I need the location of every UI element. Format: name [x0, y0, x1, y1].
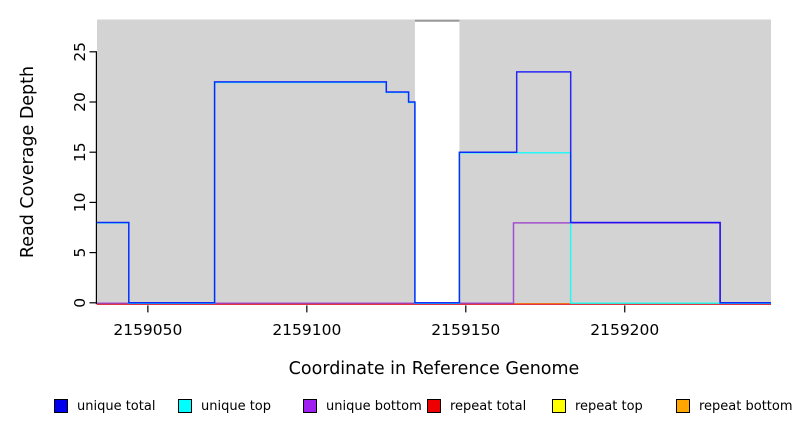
y-axis-tick-label: 25: [71, 42, 89, 62]
x-axis-title: Coordinate in Reference Genome: [288, 359, 580, 379]
legend-label-repeat-top: repeat top: [575, 398, 643, 414]
legend-swatch-repeat-top: [552, 399, 566, 413]
x-axis-tick-label: 2159150: [431, 321, 500, 339]
y-axis-tick-label: 0: [71, 298, 89, 308]
y-axis-tick-label: 5: [71, 248, 89, 258]
coverage-plot-svg: 0 5 10 15 20 25 2159050 2159100 2159150 2159200: [71, 19, 771, 339]
legend-label-unique-total: unique total: [77, 398, 156, 414]
series-unique_total: [97, 71, 771, 304]
legend-label-unique-bottom: unique bottom: [326, 398, 422, 414]
legend-item-unique-total: unique total: [54, 394, 155, 418]
legend-swatch-unique-top: [178, 399, 192, 413]
legend-item-repeat-top: repeat top: [552, 394, 643, 418]
legend-label-repeat-total: repeat total: [450, 398, 527, 414]
legend-item-unique-bottom: unique bottom: [303, 394, 422, 418]
x-axis-tick-label: 2159050: [113, 321, 182, 339]
masked-region: [414, 19, 460, 304]
y-axis-title: Read Coverage Depth: [18, 65, 38, 259]
legend-item-unique-top: unique top: [178, 394, 271, 418]
legend-swatch-unique-bottom: [303, 399, 317, 413]
y-axis-tick-label: 15: [71, 142, 89, 162]
y-axis-tick-label: 10: [71, 193, 89, 213]
y-axis-tick-label: 20: [71, 92, 89, 112]
legend: unique total unique top unique bottom repea…: [0, 394, 792, 420]
legend-swatch-repeat-bottom: [676, 399, 690, 413]
legend-label-repeat-bottom: repeat bottom: [699, 398, 792, 414]
legend-swatch-repeat-total: [427, 399, 441, 413]
legend-item-repeat-total: repeat total: [427, 394, 526, 418]
legend-swatch-unique-total: [54, 399, 68, 413]
legend-item-repeat-bottom: repeat bottom: [676, 394, 792, 418]
legend-label-unique-top: unique top: [201, 398, 272, 414]
x-axis-tick-label: 2159200: [590, 321, 659, 339]
x-axis-tick-label: 2159100: [272, 321, 341, 339]
